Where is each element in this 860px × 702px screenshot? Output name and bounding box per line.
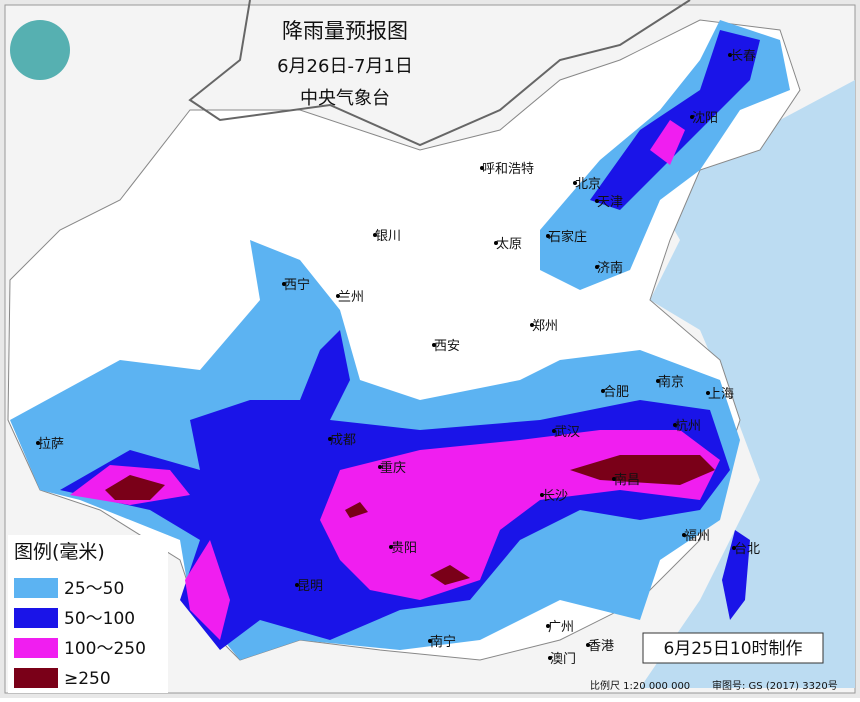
city-dot	[530, 323, 534, 327]
city-label: 香港	[588, 639, 614, 654]
city-dot	[586, 643, 590, 647]
city-label: 银川	[375, 229, 401, 244]
rain-250-south	[430, 565, 470, 585]
city-label: 成都	[330, 433, 356, 448]
city-label: 福州	[684, 529, 710, 544]
title: 降雨量预报图	[282, 19, 408, 43]
city-dot	[732, 546, 736, 550]
city-label: 广州	[548, 620, 574, 635]
taiwan	[722, 530, 750, 620]
city-dot	[682, 533, 686, 537]
city-dot	[336, 294, 340, 298]
city-dot	[546, 624, 550, 628]
issued-box	[642, 632, 824, 664]
city-dot	[573, 181, 577, 185]
city-label: 昆明	[297, 579, 323, 594]
city-dot	[378, 465, 382, 469]
city-label: 南京	[658, 374, 684, 390]
city-dot	[595, 265, 599, 269]
border	[188, 0, 691, 147]
city-label: 贵阳	[391, 541, 417, 556]
city-label: 呼和浩特	[482, 162, 534, 177]
city-label: 上海	[708, 387, 734, 402]
city-dot	[612, 477, 616, 481]
city-dot	[656, 379, 660, 383]
city-dot	[546, 234, 550, 238]
city-label: 拉萨	[38, 437, 64, 452]
city-label: 天津	[597, 195, 623, 210]
city-dot	[601, 389, 605, 393]
city-dot	[328, 437, 332, 441]
city-label: 长沙	[542, 489, 568, 504]
city-dot	[428, 639, 432, 643]
city-label: 合肥	[603, 385, 629, 400]
city-label: 澳门	[550, 651, 576, 667]
approval: 审图号: GS (2017) 3320号	[712, 679, 838, 692]
city-label: 西宁	[284, 277, 310, 293]
rain-250-west	[105, 475, 165, 500]
legend-swatch	[14, 668, 58, 688]
city-label: 南昌	[614, 472, 640, 488]
scale: 比例尺 1:20 000 000	[590, 679, 690, 692]
city-label: 武汉	[554, 425, 580, 440]
city-label: 太原	[496, 237, 522, 252]
legend: 25～50 50～100 100～250 ≥250	[14, 578, 146, 689]
legend-label: 100～250	[64, 639, 146, 659]
city-dot	[690, 115, 694, 119]
logo	[10, 20, 70, 80]
city-dot	[282, 282, 286, 286]
city-dot	[706, 391, 710, 395]
issued: 6月25日10时制作	[663, 639, 802, 659]
city-label: 兰州	[338, 290, 364, 305]
city-dot	[389, 545, 393, 549]
sea	[640, 80, 855, 688]
rain-100-ne	[650, 120, 685, 165]
city-dot	[295, 583, 299, 587]
city-dot	[552, 429, 556, 433]
city-dot	[494, 241, 498, 245]
city-label: 北京	[575, 177, 601, 192]
city-label: 沈阳	[692, 111, 718, 126]
legend-swatch	[14, 578, 58, 598]
city-dot	[728, 53, 732, 57]
city-dot	[36, 441, 40, 445]
rain-50-north	[590, 30, 760, 210]
legend-label: 25～50	[64, 579, 124, 599]
legend-swatch	[14, 638, 58, 658]
legend-swatch	[14, 608, 58, 628]
city-label: 郑州	[532, 319, 558, 334]
legend-title: 图例(毫米)	[14, 541, 105, 563]
city-dot	[432, 343, 436, 347]
city-dot	[673, 423, 677, 427]
rain-250	[570, 455, 715, 485]
city-label: 西安	[434, 339, 460, 354]
legend-label: 50～100	[64, 609, 135, 629]
city-dot	[373, 233, 377, 237]
city-dot	[480, 166, 484, 170]
legend-label: ≥250	[64, 669, 111, 689]
city-label: 长春	[730, 49, 756, 64]
issuer: 中央气象台	[300, 88, 390, 109]
rain-100-sw	[185, 540, 230, 640]
city-dot	[548, 656, 552, 660]
city-dot	[595, 199, 599, 203]
rain-250-center	[345, 502, 368, 518]
city-label: 台北	[734, 542, 760, 557]
period: 6月26日-7月1日	[277, 56, 413, 77]
city-label: 南宁	[430, 634, 456, 650]
city-label: 石家庄	[548, 229, 587, 245]
city-dot	[540, 493, 544, 497]
city-label: 济南	[597, 260, 623, 276]
city-label: 重庆	[380, 460, 406, 476]
city-label: 杭州	[675, 419, 701, 434]
